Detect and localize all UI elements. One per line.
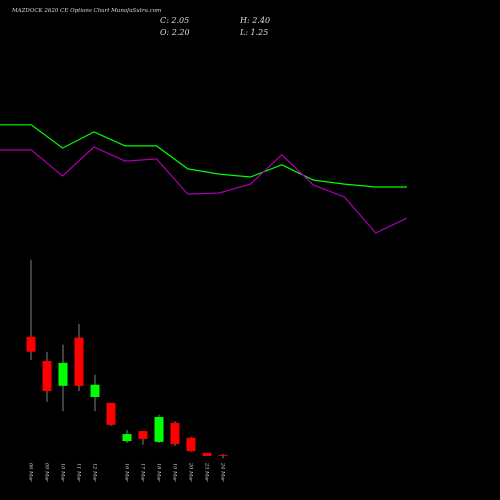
x-tick-label: 24 Mar [220, 462, 226, 482]
ma-line [0, 146, 408, 234]
candle-body [218, 454, 228, 456]
ma-line [0, 124, 407, 188]
x-tick-label: 16 Mar [124, 463, 130, 482]
candle-body [138, 431, 148, 439]
x-tick-label: 10 Mar [60, 463, 66, 482]
candle-body [90, 384, 100, 397]
x-tick-label: 09 Mar [44, 463, 50, 482]
candle-body [74, 337, 84, 386]
x-tick-label: 12 Mar [92, 463, 98, 482]
candle-body [42, 361, 52, 392]
chart-title: MAZDOCK 2620 CE Options Chart MunafaSutr… [11, 8, 161, 14]
x-tick-label: 17 Mar [140, 463, 146, 482]
candle-body [186, 437, 196, 452]
x-tick-label: 11 Mar [76, 463, 82, 482]
close-info: C: 2.05 [160, 16, 189, 25]
x-tick-label: 23 Mar [204, 462, 210, 482]
candle-body [154, 417, 164, 442]
x-tick-label: 18 Mar [156, 463, 162, 482]
candle-body [202, 452, 212, 456]
candle-body [106, 402, 116, 425]
x-tick-label: 19 Mar [172, 463, 178, 482]
high-info: H: 2.40 [239, 16, 270, 25]
x-tick-label: 20 Mar [188, 462, 194, 482]
low-info: L: 1.25 [239, 28, 268, 37]
candle-body [58, 362, 68, 386]
candle-body [170, 422, 180, 445]
candle-body [122, 434, 132, 442]
x-tick-label: 06 Mar [28, 463, 34, 482]
open-info: O: 2.20 [160, 28, 190, 37]
candle-body [26, 336, 36, 352]
